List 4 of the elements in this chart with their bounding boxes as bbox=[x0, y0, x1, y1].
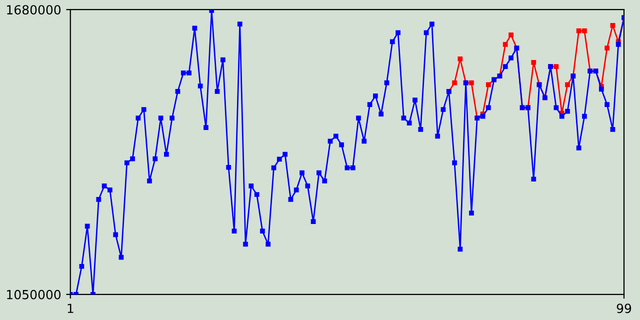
x-tick-label: 1 bbox=[68, 304, 74, 313]
x-tick-label: 99 bbox=[616, 304, 632, 314]
y-tick-label: 1050000 bbox=[7, 290, 61, 300]
y-tick-label: 1680000 bbox=[7, 5, 61, 15]
